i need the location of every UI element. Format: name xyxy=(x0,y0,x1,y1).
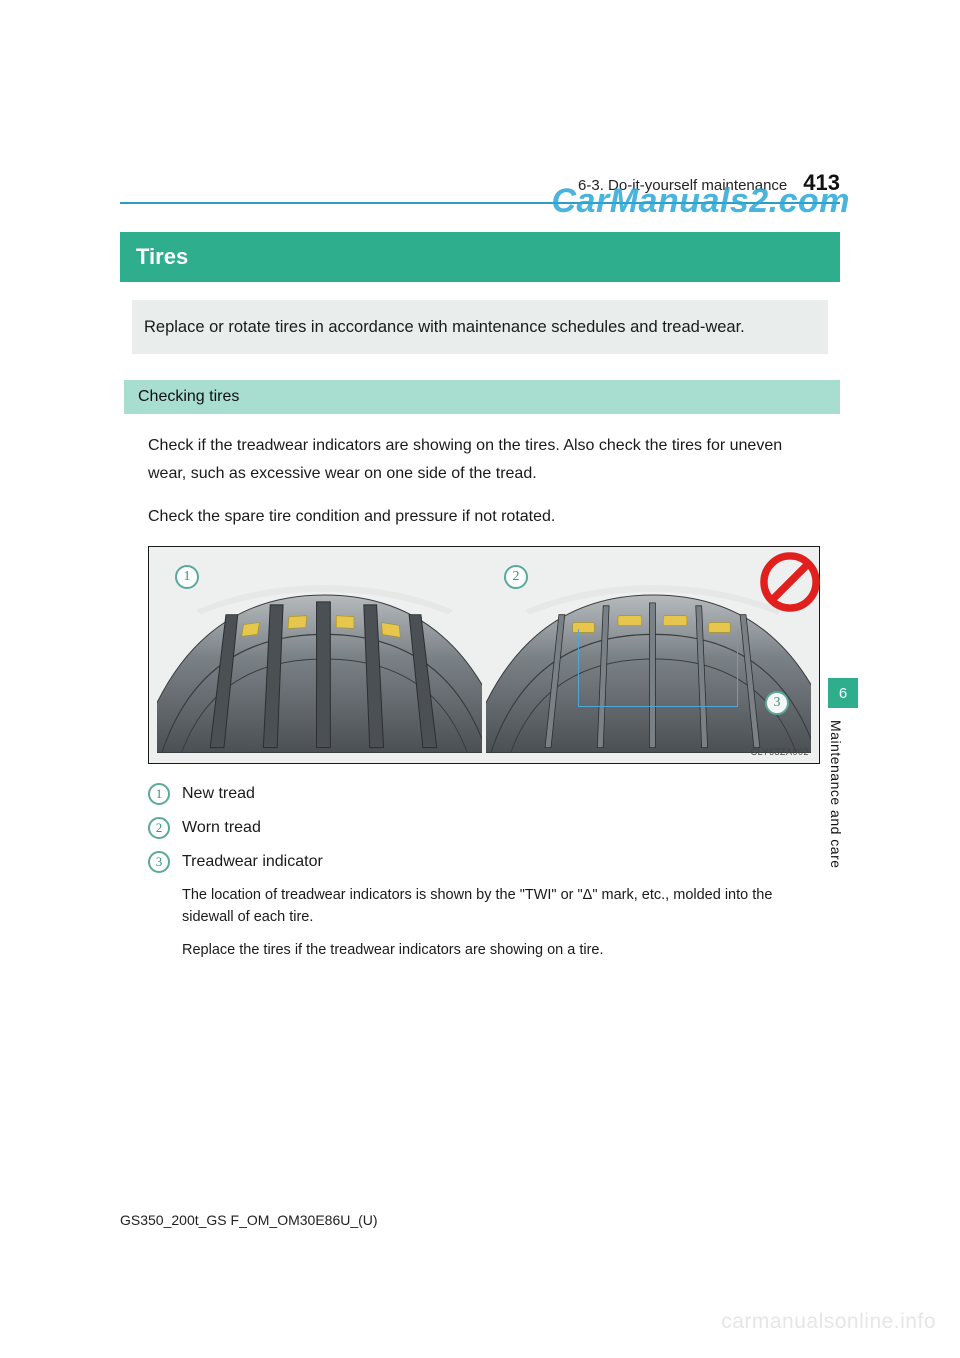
legend-text-3: Treadwear indicator xyxy=(182,850,323,874)
figure: 1 xyxy=(148,546,820,764)
figure-callout-1: 1 xyxy=(175,565,199,589)
legend-badge-1: 1 xyxy=(148,783,170,805)
subheading: Checking tires xyxy=(124,380,840,414)
legend-row: 3 Treadwear indicator xyxy=(148,850,820,874)
chapter-tab: 6 xyxy=(828,678,858,708)
legend-text-1: New tread xyxy=(182,782,255,806)
watermark-bottom: carmanualsonline.info xyxy=(721,1310,936,1334)
watermark-top: CarManuals2.com xyxy=(552,182,851,221)
note-2: Replace the tires if the treadwear indic… xyxy=(182,939,820,961)
legend-row: 1 New tread xyxy=(148,782,820,806)
legend-row: 2 Worn tread xyxy=(148,816,820,840)
paragraph-2: Check the spare tire condition and press… xyxy=(148,503,820,530)
figure-callout-2: 2 xyxy=(504,565,528,589)
side-tab: 6 Maintenance and care xyxy=(828,678,858,869)
prohibit-icon xyxy=(759,551,821,613)
figure-panel-new: 1 xyxy=(157,561,482,757)
legend-badge-3: 3 xyxy=(148,851,170,873)
note-1: The location of treadwear indicators is … xyxy=(182,884,820,929)
paragraph-1: Check if the treadwear indicators are sh… xyxy=(148,432,820,486)
figure-callout-3: 3 xyxy=(765,691,789,715)
figure-code: CLY63ZA002 xyxy=(751,747,809,757)
footer-code: GS350_200t_GS F_OM_OM30E86U_(U) xyxy=(120,1212,378,1228)
indicator-bracket xyxy=(578,629,738,707)
figure-panel-worn: 2 3 xyxy=(486,561,811,757)
intro-box: Replace or rotate tires in accordance wi… xyxy=(132,300,828,354)
legend: 1 New tread 2 Worn tread 3 Treadwear ind… xyxy=(148,782,820,874)
tire-new-illustration xyxy=(157,561,482,757)
legend-badge-2: 2 xyxy=(148,817,170,839)
legend-text-2: Worn tread xyxy=(182,816,261,840)
section-title: Tires xyxy=(120,232,840,282)
chapter-label: Maintenance and care xyxy=(828,720,844,869)
